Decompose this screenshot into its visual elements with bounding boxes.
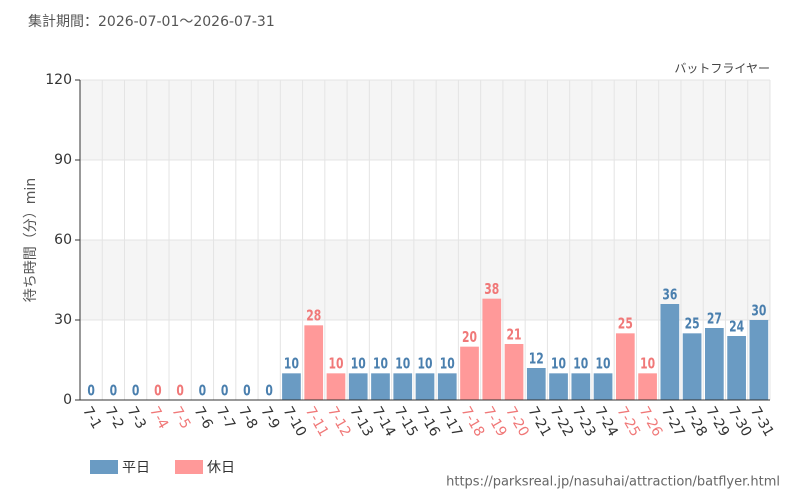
bar: [393, 373, 413, 400]
value-label: 0: [221, 382, 229, 400]
bar: [593, 373, 613, 400]
x-tick-label: 7-6: [190, 404, 215, 432]
bar: [326, 373, 346, 400]
bar: [705, 328, 724, 400]
x-tick-label: 7-2: [101, 404, 126, 432]
x-tick-label: 7-3: [124, 404, 149, 432]
bar: [371, 373, 390, 400]
value-label: 0: [265, 382, 273, 400]
bar: [571, 373, 591, 400]
value-label: 30: [751, 302, 766, 320]
value-label: 38: [484, 281, 499, 299]
y-tick-label: 0: [63, 392, 72, 408]
value-label: 10: [640, 355, 655, 373]
x-tick-label: 7-7: [213, 404, 238, 432]
source-url: https://parksreal.jp/nasuhai/attraction/…: [446, 475, 780, 490]
value-label: 10: [373, 355, 388, 373]
x-tick-label: 7-4: [146, 404, 171, 432]
value-label: 25: [685, 315, 700, 333]
value-label: 10: [284, 355, 299, 373]
bar: [660, 304, 680, 400]
legend-swatch: [175, 460, 203, 474]
legend-label: 休日: [207, 460, 235, 476]
value-label: 20: [462, 329, 477, 347]
y-tick-label: 60: [54, 232, 72, 248]
value-label: 0: [243, 382, 251, 400]
bar: [460, 346, 479, 400]
x-tick-label: 7-5: [168, 404, 193, 432]
value-label: 10: [551, 355, 566, 373]
x-tick-label: 7-31: [747, 404, 777, 440]
value-label: 10: [395, 355, 410, 373]
bar: [282, 373, 301, 400]
value-label: 36: [662, 286, 677, 304]
x-tick-label: 7-1: [79, 404, 104, 432]
value-label: 21: [507, 326, 522, 344]
legend-label: 平日: [122, 460, 150, 476]
value-label: 0: [176, 382, 184, 400]
x-tick-label: 7-9: [257, 404, 282, 432]
bar: [727, 336, 746, 400]
x-tick-label: 7-8: [235, 404, 260, 432]
y-axis-label: 待ち時間（分）min: [23, 178, 39, 302]
bar: [526, 368, 546, 400]
y-tick-label: 90: [54, 152, 72, 168]
value-label: 12: [529, 350, 544, 368]
value-label: 10: [596, 355, 611, 373]
value-label: 10: [351, 355, 366, 373]
value-label: 0: [87, 382, 95, 400]
bar: [482, 298, 502, 400]
bar: [504, 344, 524, 400]
value-label: 0: [132, 382, 140, 400]
bar: [615, 333, 635, 400]
chart-subtitle: バットフライヤー: [674, 62, 770, 76]
y-tick-label: 120: [45, 72, 72, 88]
value-label: 10: [328, 355, 343, 373]
grid-band: [80, 240, 770, 320]
value-label: 27: [707, 310, 722, 328]
bar: [348, 373, 368, 400]
value-label: 28: [306, 307, 321, 325]
value-label: 25: [618, 315, 633, 333]
value-label: 0: [199, 382, 207, 400]
grid-band: [80, 80, 770, 160]
bar: [682, 333, 702, 400]
grid-band: [80, 160, 770, 240]
chart-title: 集計期間：2026-07-01～2026-07-31: [28, 13, 275, 30]
legend-swatch: [90, 460, 118, 474]
value-label: 0: [110, 382, 118, 400]
bar: [415, 373, 435, 400]
bar: [549, 373, 568, 400]
bar: [304, 325, 324, 400]
value-label: 10: [417, 355, 432, 373]
bar: [749, 320, 769, 400]
bar: [638, 373, 657, 400]
value-label: 24: [729, 318, 744, 336]
value-label: 10: [440, 355, 455, 373]
bar: [437, 373, 457, 400]
value-label: 10: [573, 355, 588, 373]
y-tick-label: 30: [54, 312, 72, 328]
value-label: 0: [154, 382, 162, 400]
